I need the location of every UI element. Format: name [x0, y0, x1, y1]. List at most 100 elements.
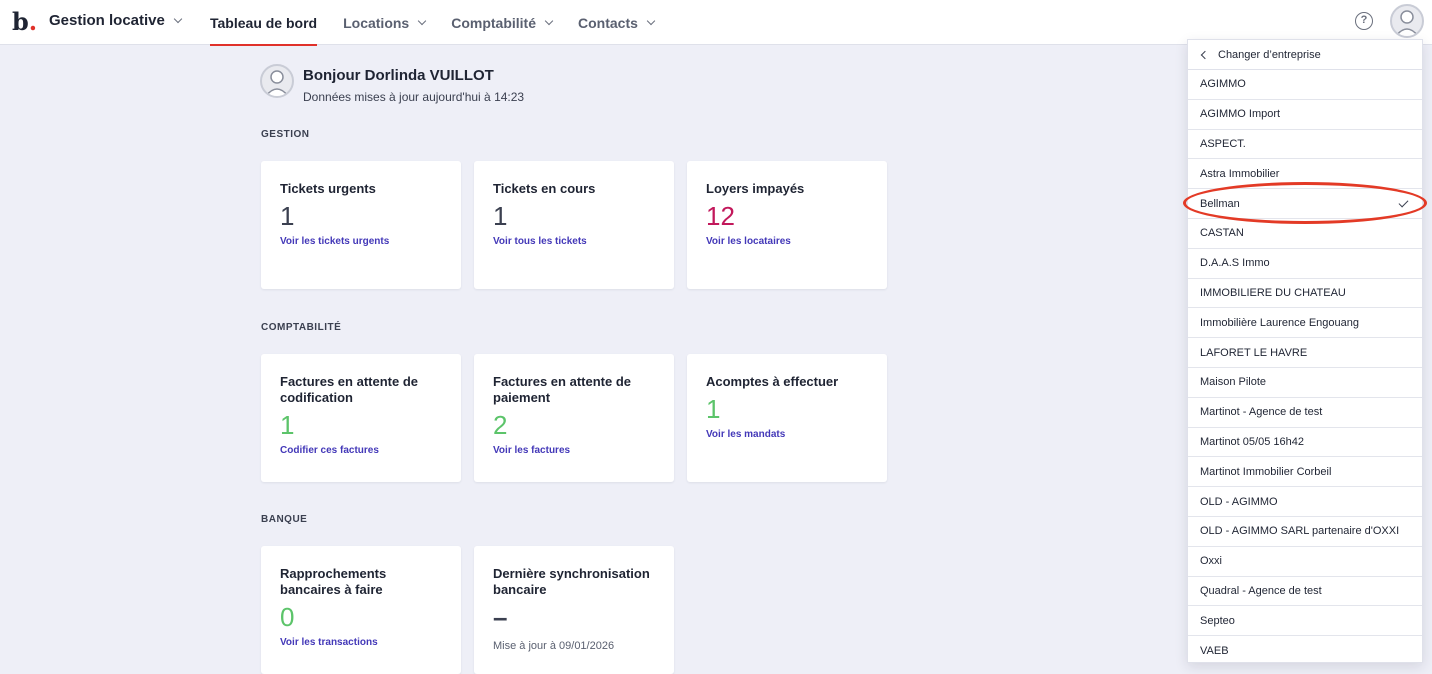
nav-tableau-de-bord[interactable]: Tableau de bord [198, 0, 329, 46]
chevron-left-icon [1200, 50, 1210, 59]
company-label: AGIMMO [1200, 78, 1246, 91]
card-value: 1 [706, 394, 721, 424]
company-item[interactable]: VAEB [1188, 636, 1422, 666]
company-switcher-menu: Changer d’entreprise AGIMMO AGIMMO Impor… [1187, 39, 1423, 663]
nav-label: Comptabilité [451, 14, 536, 31]
loyers-impayes-link[interactable]: Voir les locataires [706, 236, 791, 247]
card-value: 12 [706, 201, 735, 231]
nav-contacts[interactable]: Contacts [566, 0, 666, 45]
company-item[interactable]: OLD - AGIMMO [1188, 487, 1422, 517]
help-icon[interactable]: ? [1355, 12, 1373, 30]
app-name: Gestion locative [49, 12, 165, 29]
company-item[interactable]: Maison Pilote [1188, 368, 1422, 398]
card-title: Tickets urgents [280, 181, 376, 196]
card-value: 1 [493, 201, 508, 231]
change-company-back-button[interactable]: Changer d’entreprise [1188, 40, 1422, 70]
chevron-down-icon [544, 16, 554, 25]
card-rapprochements: Rapprochements bancaires à faire 0 Voir … [261, 546, 461, 674]
company-item[interactable]: Immobilière Laurence Engouang [1188, 308, 1422, 339]
company-label: LAFORET LE HAVRE [1200, 346, 1308, 359]
company-item[interactable]: Quadral - Agence de test [1188, 577, 1422, 607]
brand-logo[interactable]: b. [12, 7, 37, 36]
chevron-down-icon [173, 14, 183, 23]
user-avatar-icon[interactable] [1390, 4, 1424, 38]
card-value: 1 [280, 201, 295, 231]
company-item[interactable]: IMMOBILIERE DU CHATEAU [1188, 279, 1422, 309]
tickets-en-cours-link[interactable]: Voir tous les tickets [493, 236, 587, 247]
company-item-selected[interactable]: Bellman [1188, 189, 1422, 219]
card-title: Acomptes à effectuer [706, 374, 839, 389]
company-label: CASTAN [1200, 227, 1244, 240]
company-item[interactable]: Astra Immobilier [1188, 159, 1422, 190]
tickets-urgents-link[interactable]: Voir les tickets urgents [280, 236, 390, 247]
company-item[interactable]: ASPECT. [1188, 130, 1422, 160]
company-label: Bellman [1200, 197, 1240, 210]
greeting-title: Bonjour Dorlinda VUILLOT [303, 67, 494, 84]
card-title: Dernière synchronisation bancaire [493, 566, 650, 597]
greeting-subtitle: Données mises à jour aujourd'hui à 14:23 [303, 90, 525, 104]
section-gestion-label: GESTION [261, 129, 310, 140]
company-label: ASPECT. [1200, 137, 1246, 150]
card-loyers-impayes: Loyers impayés 12 Voir les locataires [687, 161, 887, 289]
company-item[interactable]: Martinot 05/05 16h42 [1188, 428, 1422, 458]
card-tickets-en-cours: Tickets en cours 1 Voir tous les tickets [474, 161, 674, 289]
card-factures-codification: Factures en attente de codification 1 Co… [261, 354, 461, 482]
card-title: Loyers impayés [706, 181, 805, 196]
company-label: OLD - AGIMMO SARL partenaire d'OXXI [1200, 525, 1400, 538]
card-title: Factures en attente de paiement [493, 374, 631, 405]
card-derniere-sync: Dernière synchronisation bancaire – Mise… [474, 546, 674, 674]
check-icon [1398, 197, 1409, 208]
company-label: AGIMMO Import [1200, 108, 1281, 121]
nav-label: Locations [343, 14, 410, 31]
company-label: Martinot - Agence de test [1200, 406, 1323, 419]
section-banque-label: BANQUE [261, 514, 308, 525]
company-list: AGIMMO AGIMMO Import ASPECT. Astra Immob… [1188, 70, 1422, 666]
rapprochements-link[interactable]: Voir les transactions [280, 637, 378, 648]
company-label: Oxxi [1200, 555, 1222, 568]
chevron-down-icon [646, 16, 656, 25]
company-label: Martinot 05/05 16h42 [1200, 435, 1304, 448]
card-title: Rapprochements bancaires à faire [280, 566, 387, 597]
card-title: Factures en attente de codification [280, 374, 418, 405]
company-label: Maison Pilote [1200, 376, 1267, 389]
menu-header-label: Changer d’entreprise [1218, 48, 1321, 61]
company-item[interactable]: Martinot - Agence de test [1188, 398, 1422, 428]
logo-letter: b [12, 7, 29, 36]
top-bar: b. Gestion locative Tableau de bord Loca… [0, 0, 1432, 46]
factures-paiement-link[interactable]: Voir les factures [493, 445, 571, 456]
nav-comptabilite[interactable]: Comptabilité [439, 0, 564, 45]
acomptes-link[interactable]: Voir les mandats [706, 429, 786, 440]
company-label: IMMOBILIERE DU CHATEAU [1200, 286, 1346, 299]
profile-avatar-icon [260, 64, 294, 98]
card-value: 0 [280, 602, 295, 632]
company-item[interactable]: AGIMMO [1188, 70, 1422, 100]
company-item[interactable]: Martinot Immobilier Corbeil [1188, 457, 1422, 488]
company-item[interactable]: Septeo [1188, 606, 1422, 637]
company-label: Astra Immobilier [1200, 167, 1280, 180]
card-tickets-urgents: Tickets urgents 1 Voir les tickets urgen… [261, 161, 461, 289]
card-value: 1 [280, 410, 295, 440]
nav-locations[interactable]: Locations [331, 0, 437, 45]
nav-label: Tableau de bord [210, 14, 318, 31]
company-label: Quadral - Agence de test [1200, 584, 1322, 597]
app-switcher[interactable]: Gestion locative [49, 12, 183, 29]
card-acomptes: Acomptes à effectuer 1 Voir les mandats [687, 354, 887, 482]
sync-date-note: Mise à jour à 09/01/2026 [493, 640, 615, 652]
company-item[interactable]: LAFORET LE HAVRE [1188, 338, 1422, 368]
company-item[interactable]: OLD - AGIMMO SARL partenaire d'OXXI [1188, 517, 1422, 547]
factures-codification-link[interactable]: Codifier ces factures [280, 445, 379, 456]
company-item[interactable]: AGIMMO Import [1188, 100, 1422, 130]
nav-label: Contacts [578, 14, 638, 31]
company-label: Martinot Immobilier Corbeil [1200, 465, 1332, 478]
company-item[interactable]: D.A.A.S Immo [1188, 249, 1422, 279]
company-label: Septeo [1200, 614, 1235, 627]
company-item[interactable]: CASTAN [1188, 219, 1422, 249]
company-label: OLD - AGIMMO [1200, 495, 1278, 508]
chevron-down-icon [417, 16, 427, 25]
card-title: Tickets en cours [493, 181, 596, 196]
card-value: 2 [493, 410, 508, 440]
company-item[interactable]: Oxxi [1188, 547, 1422, 577]
card-factures-paiement: Factures en attente de paiement 2 Voir l… [474, 354, 674, 482]
company-label: VAEB [1200, 645, 1229, 658]
main-nav: Tableau de bord Locations Comptabilité C… [198, 0, 668, 46]
